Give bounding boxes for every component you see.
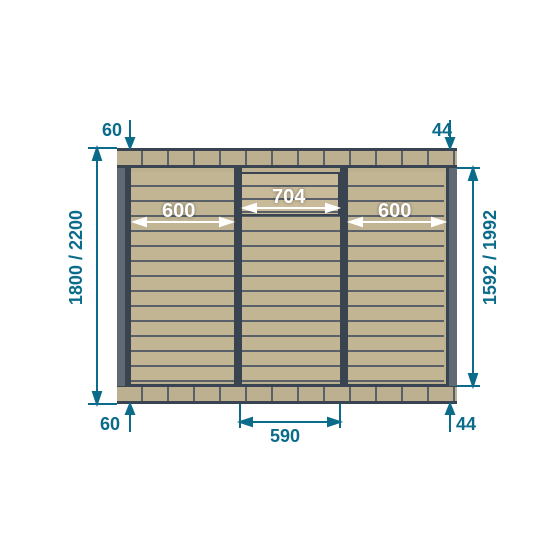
dim-right-height: 1592 / 1992: [480, 210, 501, 305]
dim-panel-center: 704: [272, 186, 305, 209]
dim-top-right: 44: [432, 120, 452, 141]
dim-panel-right: 600: [378, 200, 411, 223]
dim-bottom-center: 590: [270, 426, 300, 447]
dim-left-height: 1800 / 2200: [66, 210, 87, 305]
dim-panel-left: 600: [162, 200, 195, 223]
dim-bottom-left: 60: [100, 414, 120, 435]
dim-bottom-right: 44: [456, 414, 476, 435]
dim-top-left: 60: [102, 120, 122, 141]
